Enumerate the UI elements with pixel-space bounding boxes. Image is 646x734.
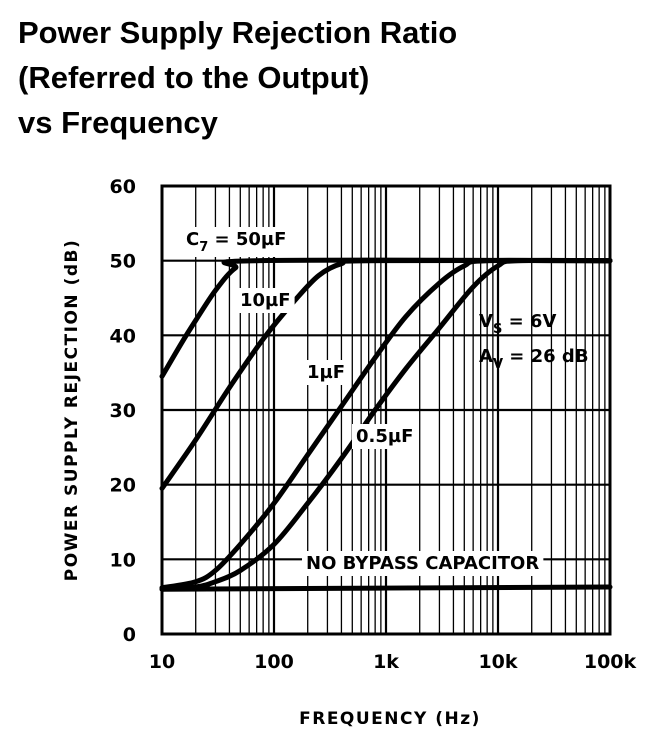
curves: [159, 257, 613, 592]
chart-title-line-3: vs Frequency: [18, 105, 218, 140]
annotation-3: 0.5µF: [352, 424, 418, 449]
annotation-main: C: [186, 229, 199, 250]
series-line-2: [159, 257, 613, 591]
annotation-rest: = 50µF: [208, 229, 286, 250]
annotation-text-2: 1µF: [307, 362, 345, 383]
x-tick-label-1: 100: [254, 651, 294, 673]
annotation-background: [352, 424, 418, 449]
annotation-2: 1µF: [303, 360, 350, 385]
annotation-background: [236, 288, 295, 313]
annotation-background: [302, 551, 544, 576]
y-tick-label-3: 30: [110, 400, 136, 422]
annotation-main: 10µF: [240, 290, 291, 311]
y-tick-label-5: 50: [110, 251, 136, 273]
chart-title-line-1: Power Supply Rejection Ratio: [18, 15, 458, 50]
y-tick-label-2: 20: [110, 475, 136, 497]
plot-frame: [160, 184, 612, 636]
y-tick-label-6: 60: [110, 176, 136, 198]
annotation-5: VS = 6V: [479, 311, 556, 337]
annotation-4: NO BYPASS CAPACITOR: [302, 551, 544, 576]
series-line-1: [159, 257, 613, 491]
annotation-rest: = 6V: [502, 311, 556, 332]
annotation-0: C7 = 50µF: [182, 227, 291, 257]
annotation-subscript: 7: [199, 240, 208, 255]
annotation-background: [182, 227, 291, 257]
annotation-background: [303, 360, 350, 385]
annotation-text-6: AV = 26 dB: [479, 346, 589, 372]
annotation-text-3: 0.5µF: [356, 426, 413, 447]
tick-labels: 10 100 1k 10k 100k 0 10 20 30 40 50 60: [110, 176, 637, 673]
x-tick-label-3: 10k: [478, 651, 517, 673]
annotation-main: 0.5µF: [356, 426, 413, 447]
y-tick-label-1: 10: [110, 549, 136, 571]
annotation-main: NO BYPASS CAPACITOR: [306, 553, 539, 574]
annotation-subscript: S: [493, 322, 502, 337]
annotation-rest: = 26 dB: [503, 346, 589, 367]
annotation-text-5: VS = 6V: [479, 311, 556, 337]
series-line-4: [159, 584, 613, 592]
annotation-1: 10µF: [236, 288, 295, 313]
annotation-text-0: C7 = 50µF: [186, 229, 286, 255]
y-tick-label-4: 40: [110, 325, 136, 347]
annotation-main: 1µF: [307, 362, 345, 383]
annotation-subscript: V: [493, 357, 503, 372]
annotation-text-4: NO BYPASS CAPACITOR: [306, 553, 539, 574]
x-tick-label-4: 100k: [584, 651, 637, 673]
y-axis-label: POWER SUPPLY REJECTION (dB): [62, 239, 82, 581]
annotation-main: V: [479, 311, 493, 332]
x-axis-label: FREQUENCY (Hz): [299, 709, 481, 729]
x-tick-label-0: 10: [149, 651, 175, 673]
annotation-main: A: [479, 346, 493, 367]
chart-title-line-2: (Referred to the Output): [18, 60, 370, 95]
x-tick-label-2: 1k: [373, 651, 399, 673]
annotation-6: AV = 26 dB: [479, 346, 589, 372]
y-tick-label-0: 0: [123, 624, 136, 646]
annotations: C7 = 50µF 10µF 1µF 0.5µF NO BYPASS CAPACITOR…: [182, 227, 589, 576]
chart-title: Power Supply Rejection Ratio (Referred t…: [18, 10, 457, 145]
annotation-text-1: 10µF: [240, 290, 291, 311]
